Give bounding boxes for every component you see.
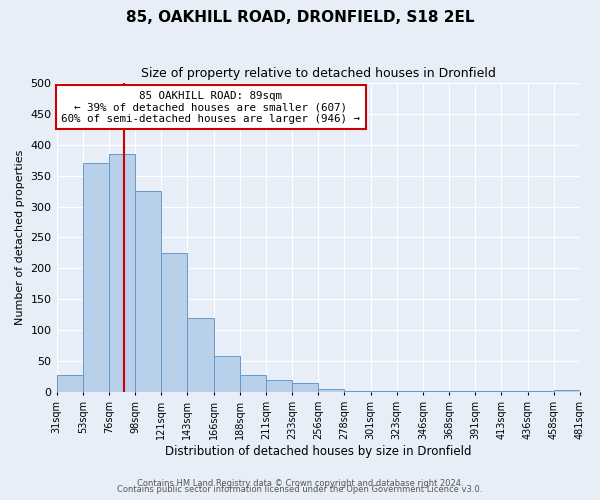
Bar bbox=[240, 374, 266, 392]
Bar bbox=[56, 374, 83, 392]
Text: Contains public sector information licensed under the Open Government Licence v3: Contains public sector information licen… bbox=[118, 485, 482, 494]
Bar bbox=[266, 380, 292, 392]
X-axis label: Distribution of detached houses by size in Dronfield: Distribution of detached houses by size … bbox=[165, 444, 472, 458]
Y-axis label: Number of detached properties: Number of detached properties bbox=[15, 150, 25, 325]
Bar bbox=[214, 356, 240, 392]
Bar bbox=[292, 382, 318, 392]
Bar bbox=[187, 318, 214, 392]
Bar bbox=[83, 164, 109, 392]
Text: 85, OAKHILL ROAD, DRONFIELD, S18 2EL: 85, OAKHILL ROAD, DRONFIELD, S18 2EL bbox=[126, 10, 474, 25]
Bar bbox=[109, 154, 135, 392]
Text: Contains HM Land Registry data © Crown copyright and database right 2024.: Contains HM Land Registry data © Crown c… bbox=[137, 478, 463, 488]
Bar bbox=[554, 390, 580, 392]
Bar bbox=[318, 389, 344, 392]
Bar bbox=[161, 253, 187, 392]
Bar bbox=[135, 191, 161, 392]
Title: Size of property relative to detached houses in Dronfield: Size of property relative to detached ho… bbox=[141, 68, 496, 80]
Text: 85 OAKHILL ROAD: 89sqm
← 39% of detached houses are smaller (607)
60% of semi-de: 85 OAKHILL ROAD: 89sqm ← 39% of detached… bbox=[61, 91, 361, 124]
